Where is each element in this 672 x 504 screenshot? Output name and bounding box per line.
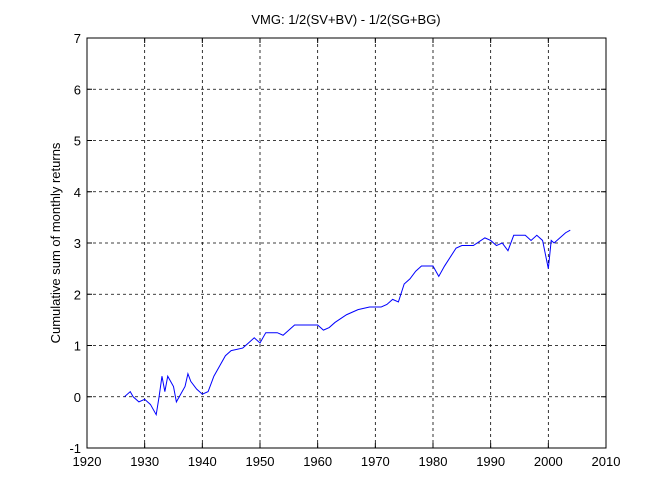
x-tick-label: 1940 [188, 454, 217, 469]
y-tick-label: 2 [74, 287, 81, 302]
line-series [124, 229, 571, 417]
x-tick-label: 2010 [592, 454, 621, 469]
plot-frame [86, 37, 607, 449]
chart-title: VMG: 1/2(SV+BV) - 1/2(SG+BG) [251, 12, 440, 27]
x-tick-label: 2000 [534, 454, 563, 469]
y-tick-label: 3 [74, 236, 81, 251]
x-tick-label: 1960 [303, 454, 332, 469]
y-axis-label: Cumulative sum of monthly returns [48, 142, 63, 343]
y-tick-label: 1 [74, 339, 81, 354]
y-tick-label: 7 [74, 31, 81, 46]
x-tick-label: 1920 [73, 454, 102, 469]
x-tick-label: 1930 [130, 454, 159, 469]
x-tick-label: 1950 [246, 454, 275, 469]
y-tick-label: -1 [69, 441, 81, 456]
y-tick-label: 6 [74, 82, 81, 97]
x-tick-label: 1970 [361, 454, 390, 469]
y-tick-label: 5 [74, 134, 81, 149]
y-tick-label: 0 [74, 390, 81, 405]
x-tick-label: 1990 [476, 454, 505, 469]
x-tick-label: 1980 [419, 454, 448, 469]
y-tick-label: 4 [74, 185, 81, 200]
